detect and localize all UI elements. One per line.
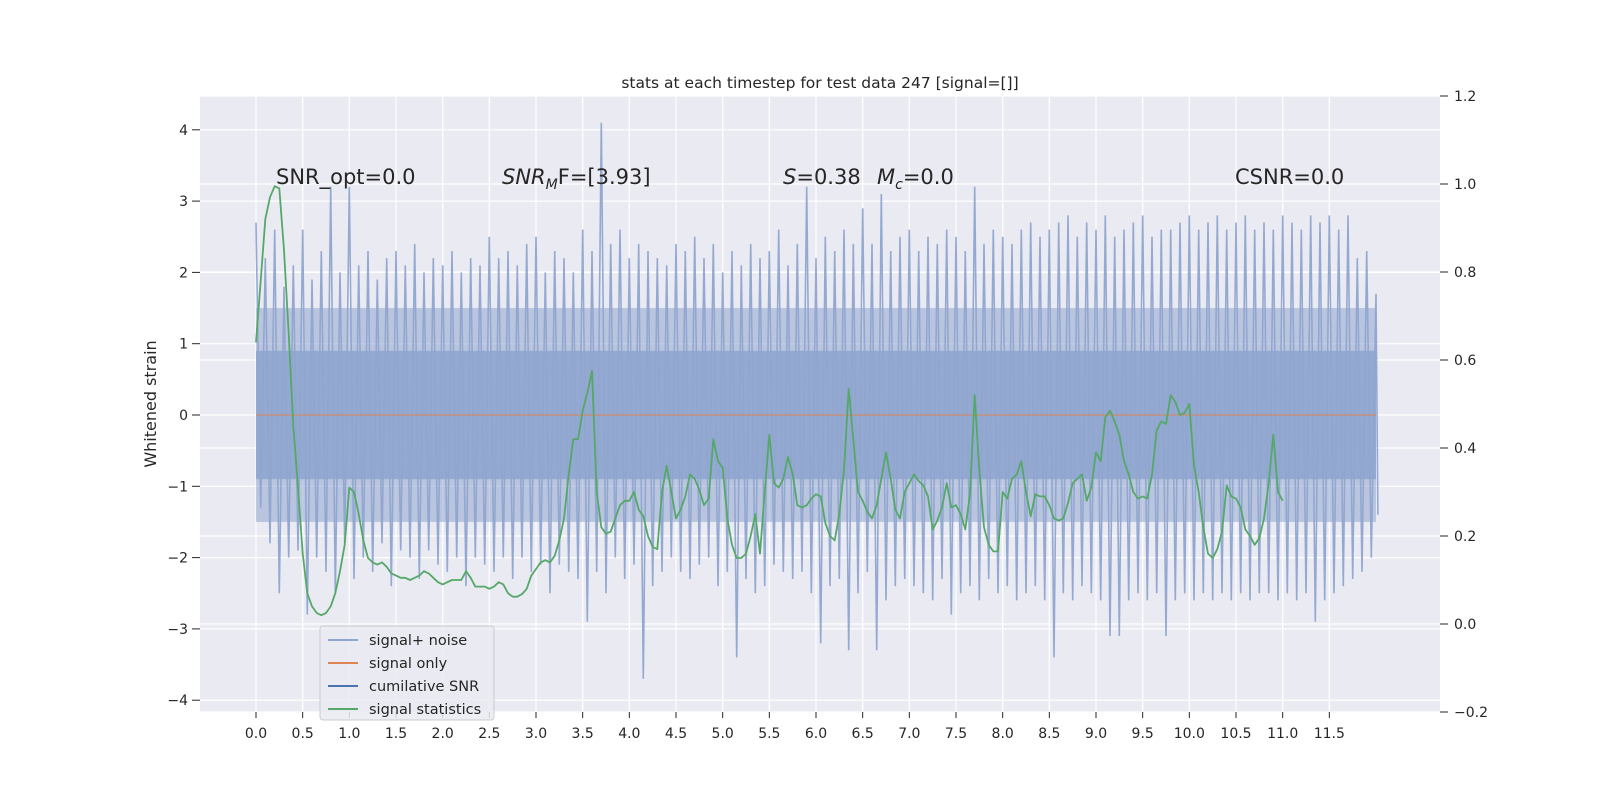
y-tick-label: 1 xyxy=(179,337,188,353)
y-axis-label: Whitened strain xyxy=(141,340,160,467)
x-tick-label: 3.0 xyxy=(525,726,547,742)
x-axis: 0.0 0.5 1.0 1.5 2.0 2.5 3.0 3.5 4.0 4.5 5.0 5.5 6.0 6… xyxy=(245,712,1345,742)
x-tick-label: 0.0 xyxy=(245,726,267,742)
x-tick-label: 5.5 xyxy=(758,726,780,742)
x-tick-label: 4.0 xyxy=(618,726,640,742)
y2-tick-label: −0.2 xyxy=(1454,705,1488,721)
legend-entry: signal+ noise xyxy=(369,633,467,649)
x-tick-label: 4.5 xyxy=(665,726,687,742)
legend-entry: cumilative SNR xyxy=(369,679,479,695)
annotation-mc: Mc=0.0 xyxy=(877,165,954,193)
legend-entry: signal only xyxy=(369,656,448,672)
y-axis-right: −0.2 0.0 0.2 0.4 0.6 0.8 1.0 1.2 xyxy=(1440,89,1488,721)
y2-tick-label: 1.2 xyxy=(1454,89,1476,105)
x-tick-label: 5.0 xyxy=(712,726,734,742)
x-tick-label: 10.5 xyxy=(1220,726,1251,742)
chart-title: stats at each timestep for test data 247… xyxy=(621,74,1018,92)
y-axis-left: −4 −3 −2 −1 0 1 2 3 4 xyxy=(167,123,200,709)
y-tick-label: 3 xyxy=(179,194,188,210)
x-tick-label: 7.5 xyxy=(945,726,967,742)
annotation-s-value: =0.38 xyxy=(796,165,860,189)
annotation-mc-subscript: c xyxy=(895,177,903,193)
legend-entry: signal statistics xyxy=(369,702,481,718)
series-signal-statistics-line xyxy=(255,185,1284,617)
x-tick-label: 7.0 xyxy=(898,726,920,742)
y2-tick-label: 0.2 xyxy=(1454,529,1476,545)
x-tick-label: 8.0 xyxy=(992,726,1014,742)
x-tick-label: 0.5 xyxy=(292,726,314,742)
legend-items: signal+ noise signal only cumilative SNR si… xyxy=(328,633,481,718)
x-tick-label: 10.0 xyxy=(1174,726,1205,742)
annotation-csnr: CSNR=0.0 xyxy=(1235,165,1344,189)
x-tick-label: 2.0 xyxy=(432,726,454,742)
x-tick-label: 2.5 xyxy=(478,726,500,742)
annotation-s-symbol: S xyxy=(783,165,796,189)
x-tick-label: 11.5 xyxy=(1314,726,1345,742)
y-tick-label: 0 xyxy=(179,408,188,424)
x-tick-label: 9.5 xyxy=(1132,726,1154,742)
annotations: SNR_opt=0.0 SNRMF=[3.93] S=0.38 Mc=0.0 C… xyxy=(276,165,1344,193)
annotation-snr-mf-symbol: SNR xyxy=(502,165,546,189)
x-tick-label: 3.5 xyxy=(572,726,594,742)
y2-tick-label: 0.8 xyxy=(1454,265,1476,281)
annotation-snr-opt: SNR_opt=0.0 xyxy=(276,165,416,190)
legend-box xyxy=(319,625,495,721)
x-tick-label: 6.5 xyxy=(852,726,874,742)
x-tick-label: 6.0 xyxy=(805,726,827,742)
annotation-snr-mf: SNRMF=[3.93] xyxy=(502,165,651,193)
y-tick-label: −2 xyxy=(167,551,188,567)
y2-tick-label: 0.6 xyxy=(1454,353,1476,369)
legend: signal+ noise signal only cumilative SNR si… xyxy=(319,625,495,721)
y-tick-label: −4 xyxy=(167,693,188,709)
y2-tick-label: 1.0 xyxy=(1454,177,1476,193)
annotation-s: S=0.38 xyxy=(783,165,861,189)
annotation-snr-mf-subscript: M xyxy=(546,177,558,193)
y2-tick-label: 0.4 xyxy=(1454,441,1476,457)
y-tick-label: 2 xyxy=(179,265,188,281)
annotation-mc-symbol: M xyxy=(877,165,895,189)
x-tick-label: 8.5 xyxy=(1038,726,1060,742)
plot-area xyxy=(255,122,1379,679)
y-tick-label: 4 xyxy=(179,123,188,139)
annotation-snr-mf-value: F=[3.93] xyxy=(558,165,651,189)
y2-tick-label: 0.0 xyxy=(1454,617,1476,633)
x-tick-label: 11.0 xyxy=(1267,726,1298,742)
y-tick-label: −3 xyxy=(167,622,188,638)
x-tick-label: 1.5 xyxy=(385,726,407,742)
y-tick-label: −1 xyxy=(167,479,188,495)
x-tick-label: 1.0 xyxy=(338,726,360,742)
series-signal-noise-line xyxy=(255,122,1379,679)
x-tick-label: 9.0 xyxy=(1085,726,1107,742)
annotation-mc-value: =0.0 xyxy=(903,165,954,189)
